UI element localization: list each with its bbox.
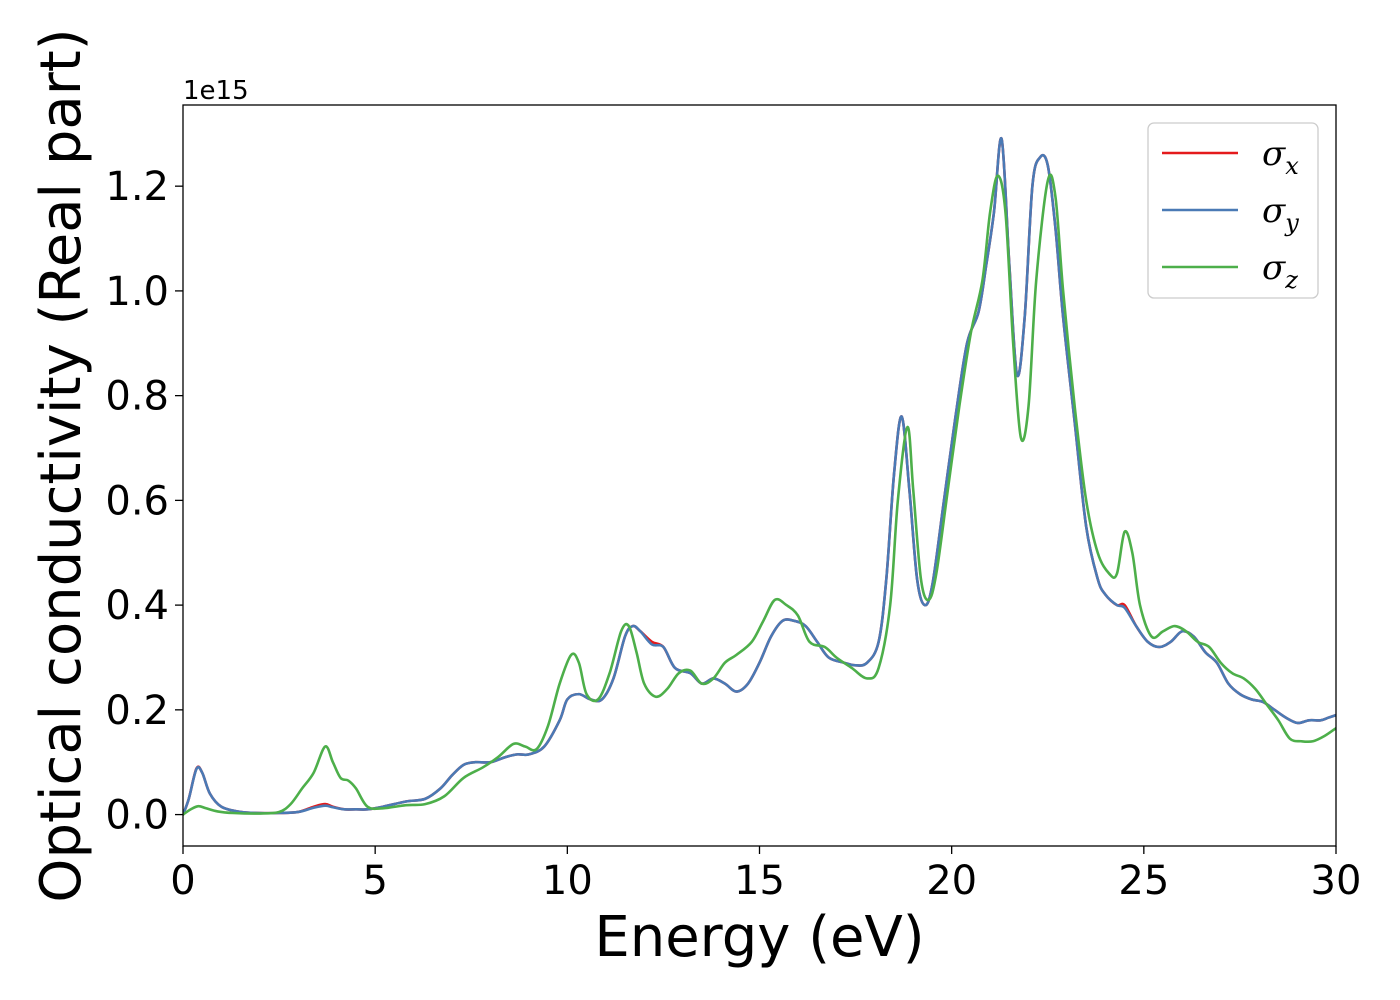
y-tick-label: 0.0 — [105, 793, 169, 839]
x-tick-label: 25 — [1118, 858, 1169, 904]
legend-label-x: σx — [1262, 134, 1299, 180]
legend-label-y: σy — [1262, 191, 1299, 237]
y-offset-label: 1e15 — [183, 76, 249, 106]
y-tick-label: 0.4 — [105, 583, 169, 629]
y-tick-label: 1.0 — [105, 269, 169, 315]
x-tick-label: 5 — [362, 858, 387, 904]
legend-label-z: σz — [1262, 248, 1298, 294]
x-tick-label: 20 — [926, 858, 977, 904]
legend: σx σy σz — [1147, 122, 1319, 299]
y-tick-label: 0.2 — [105, 688, 169, 734]
x-tick-label: 15 — [734, 858, 785, 904]
x-tick-label: 10 — [542, 858, 593, 904]
series-lines — [183, 137, 1336, 816]
y-axis: 0.0 0.2 0.4 0.6 0.8 1.0 1.2 — [105, 164, 183, 839]
series-line-z — [183, 173, 1336, 816]
y-tick-label: 0.8 — [105, 374, 169, 420]
x-axis-title: Energy (eV) — [594, 905, 924, 970]
y-tick-label: 0.6 — [105, 478, 169, 524]
x-axis: 0 5 10 15 20 25 30 — [170, 846, 1361, 904]
x-tick-label: 30 — [1311, 858, 1362, 904]
y-axis-title: Optical conductivity (Real part) — [29, 28, 94, 902]
y-tick-label: 1.2 — [105, 164, 169, 210]
x-tick-label: 0 — [170, 858, 195, 904]
